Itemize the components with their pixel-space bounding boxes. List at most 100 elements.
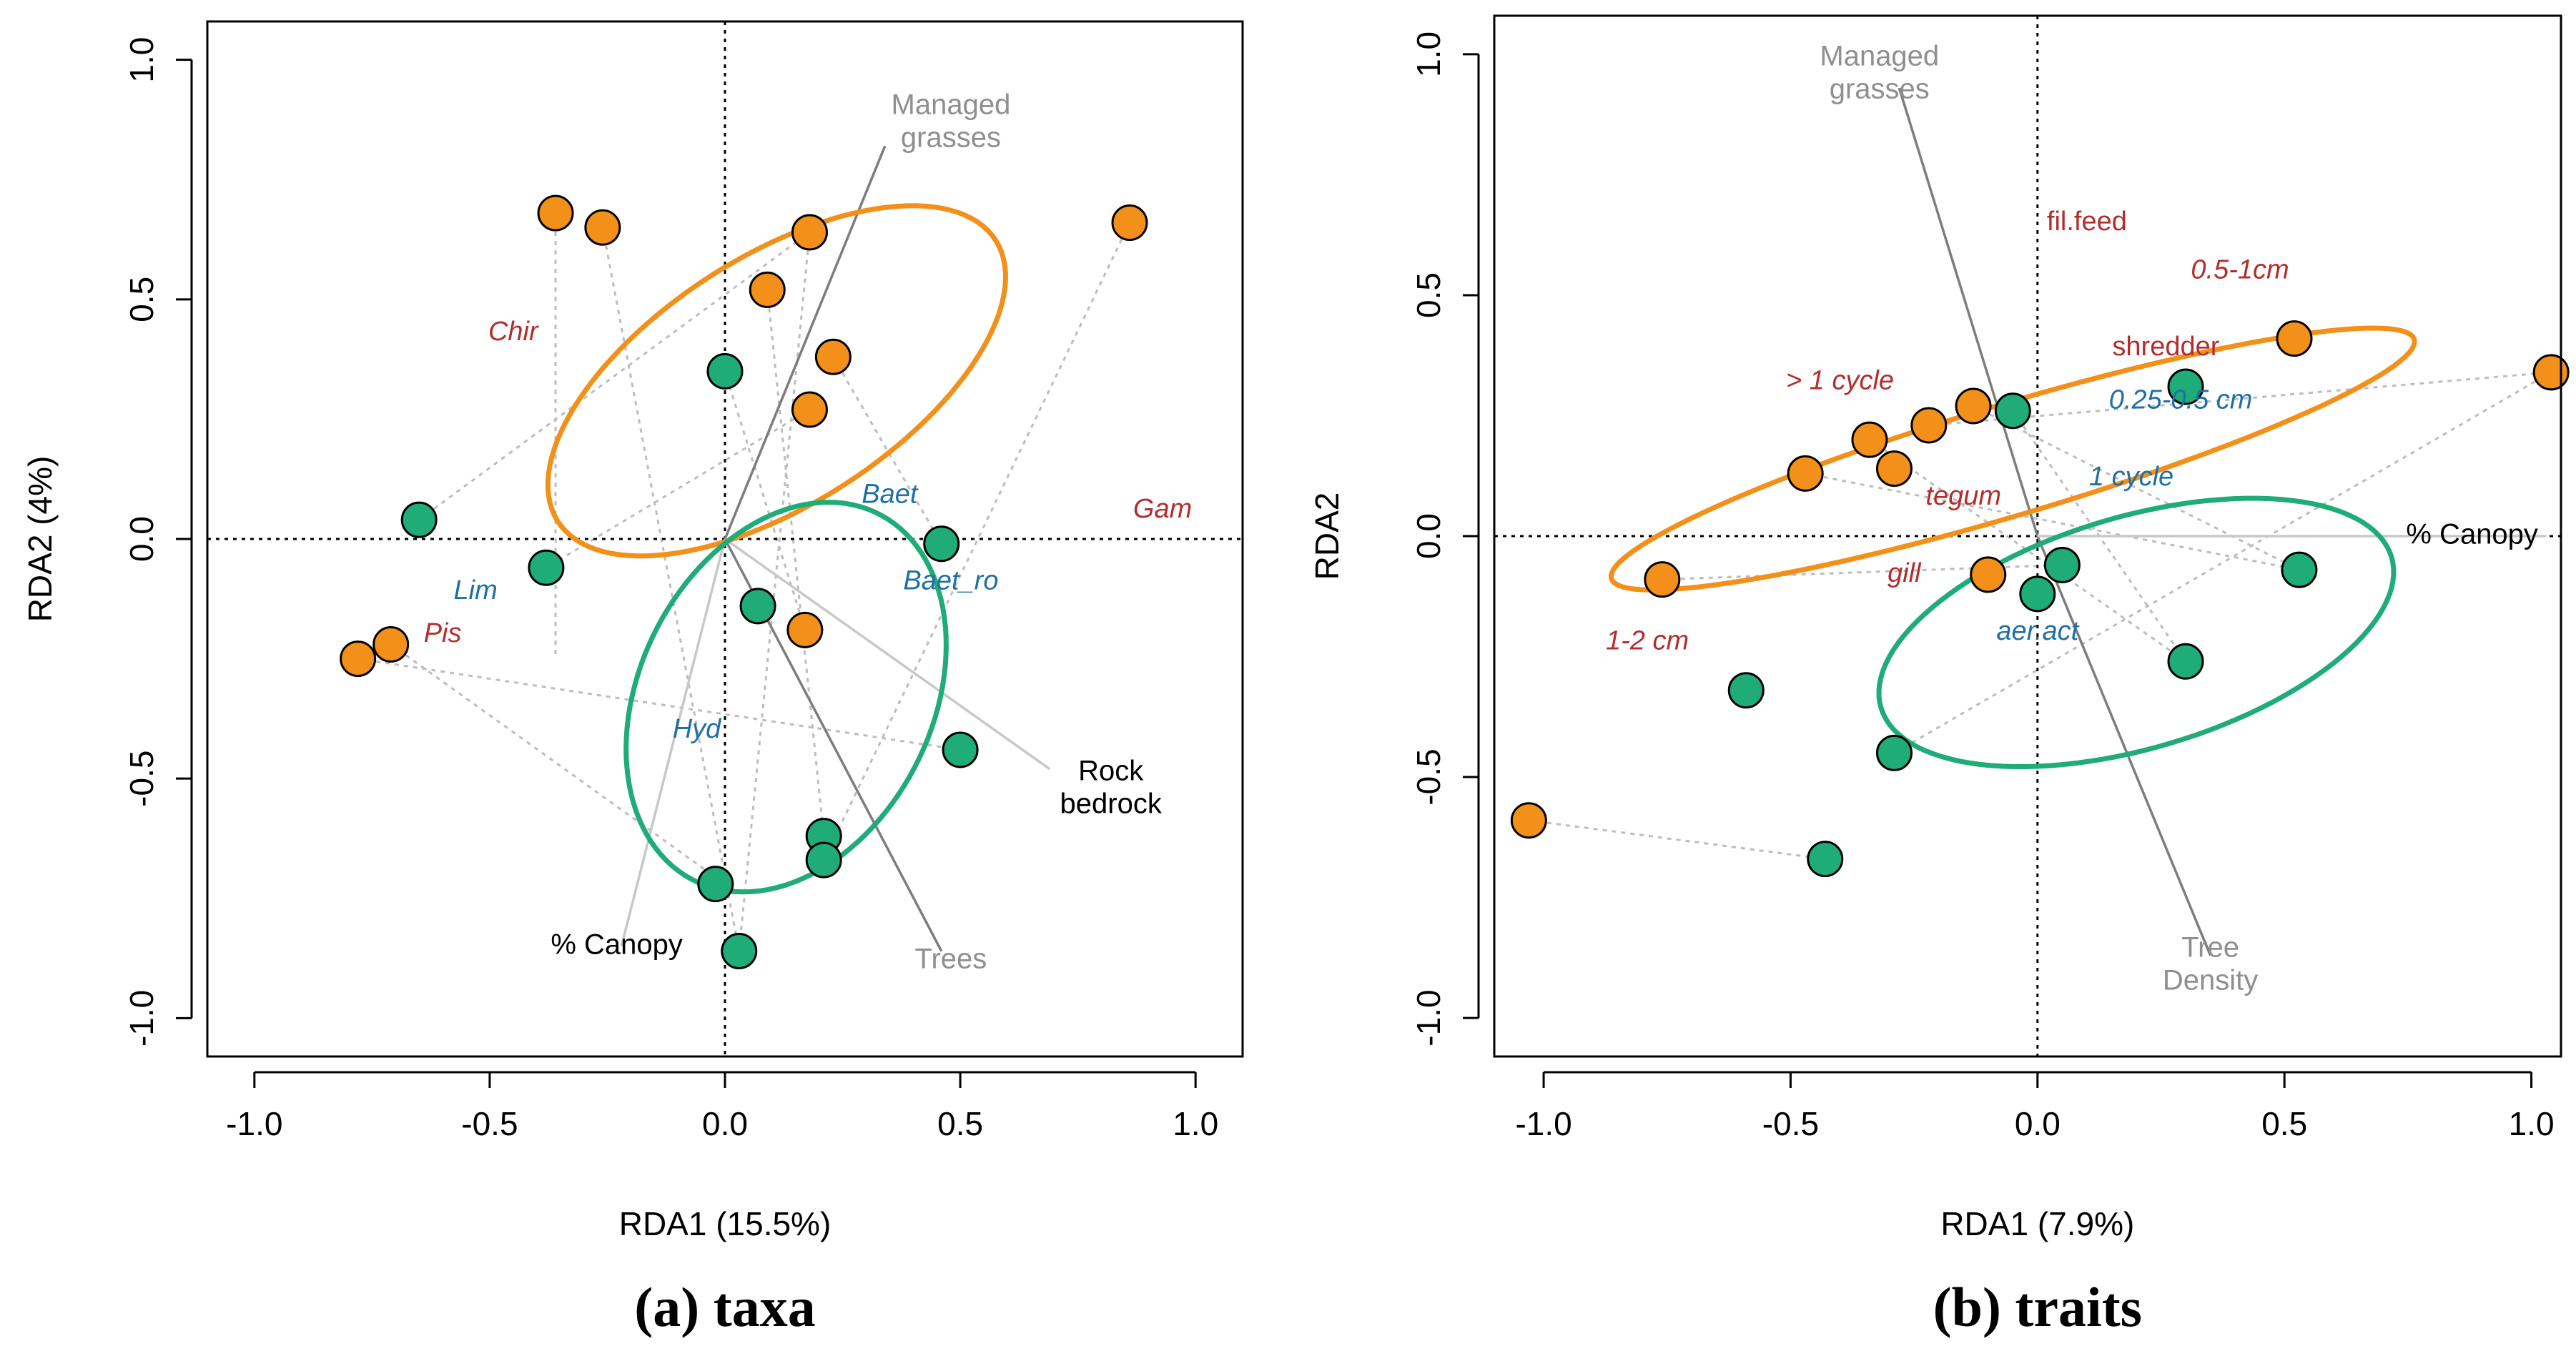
taxon-label: Chir bbox=[488, 317, 539, 347]
green-site-point bbox=[697, 866, 734, 903]
x-axis-title: RDA1 (15.5%) bbox=[619, 1205, 831, 1242]
vector-line bbox=[724, 538, 1051, 771]
panel-taxa: Managed grasses Trees % Canopy Rock bedrock Ch… bbox=[21, 20, 1244, 1338]
taxon-label: Gam bbox=[1133, 494, 1192, 524]
green-site-point bbox=[2167, 643, 2204, 680]
orange-site-point bbox=[1644, 561, 1681, 598]
orange-site-point bbox=[1787, 455, 1824, 492]
y-tick-label: -0.5 bbox=[1410, 748, 1447, 805]
green-site-point bbox=[721, 933, 758, 970]
trait-label: shredder bbox=[2112, 332, 2219, 362]
spider-line bbox=[1928, 371, 2552, 427]
vector-label: Trees bbox=[915, 943, 987, 974]
orange-site-point bbox=[1876, 450, 1913, 488]
trait-label: 0.25-0.5 cm bbox=[2109, 385, 2253, 415]
spider-line bbox=[390, 643, 726, 885]
spider-line bbox=[822, 222, 1131, 861]
vector-label-line: bedrock bbox=[1060, 788, 1163, 819]
spider-line bbox=[1893, 371, 2552, 754]
y-tick-label: 0.0 bbox=[123, 516, 160, 562]
trait-label: 0.5-1cm bbox=[2191, 254, 2289, 284]
y-tick-label: 0.5 bbox=[123, 277, 160, 322]
vector-label: Managed grasses bbox=[892, 89, 1011, 153]
green-site-point bbox=[805, 841, 842, 879]
x-tick-label: -0.5 bbox=[461, 1105, 518, 1142]
spider-line bbox=[357, 658, 961, 751]
y-tick-label: -1.0 bbox=[1410, 989, 1447, 1046]
trait-label: aer.act bbox=[1996, 616, 2079, 646]
spider-line bbox=[418, 231, 811, 521]
orange-site-point bbox=[372, 625, 410, 663]
green-site-point bbox=[923, 525, 960, 563]
green-site-point bbox=[706, 352, 744, 390]
spider-line bbox=[1662, 563, 2063, 581]
vector-label: Managed grasses bbox=[1820, 41, 1939, 105]
vector-label-line: Managed bbox=[892, 89, 1011, 120]
y-tick-label: -0.5 bbox=[123, 751, 160, 807]
taxon-label: Lim bbox=[454, 575, 498, 605]
x-axis-title: RDA1 (7.9%) bbox=[1940, 1205, 2134, 1242]
green-site-point bbox=[528, 549, 565, 586]
green-site-point bbox=[1994, 392, 2031, 430]
orange-site-point bbox=[2532, 354, 2570, 391]
spider-line bbox=[601, 227, 741, 951]
orange-site-point bbox=[1970, 556, 2007, 593]
vector-line bbox=[1898, 87, 2039, 537]
green-group-ellipse bbox=[1876, 495, 2397, 769]
y-tick-label: 1.0 bbox=[1410, 31, 1447, 77]
y-tick-label: -1.0 bbox=[123, 990, 160, 1046]
vector-line bbox=[724, 145, 887, 540]
green-site-point bbox=[942, 731, 979, 768]
vector-label-line: grasses bbox=[1830, 74, 1930, 105]
orange-site-point bbox=[537, 194, 574, 232]
green-site-point bbox=[1727, 672, 1765, 709]
green-site-point bbox=[2019, 575, 2056, 613]
vector-label-line: grasses bbox=[901, 122, 1001, 153]
x-tick-label: 0.5 bbox=[2261, 1105, 2307, 1142]
vector-label-line: Managed bbox=[1820, 41, 1939, 72]
orange-site-point bbox=[1910, 407, 1948, 444]
y-tick-label: 0.5 bbox=[1410, 272, 1447, 318]
vector-label: % Canopy bbox=[551, 929, 683, 960]
green-site-point bbox=[1807, 841, 1844, 878]
orange-group-ellipse bbox=[1608, 325, 2417, 593]
orange-site-point bbox=[1955, 387, 1992, 425]
vector-label-line: Rock bbox=[1078, 755, 1144, 786]
green-site-point bbox=[739, 588, 776, 625]
trait-label: 1-2 cm bbox=[1606, 625, 1689, 655]
y-axis-title: RDA2 bbox=[1308, 493, 1346, 580]
taxon-label: Baet bbox=[862, 480, 919, 510]
trait-label: fil.feed bbox=[2047, 207, 2127, 237]
x-tick-label: 1.0 bbox=[2509, 1105, 2555, 1142]
vector-label: % Canopy bbox=[2406, 519, 2538, 550]
x-tick-label: 0.0 bbox=[702, 1105, 748, 1142]
vector-line bbox=[620, 538, 726, 947]
orange-site-point bbox=[791, 391, 828, 428]
panel-traits: Managed grasses Tree Density % Canopy fil.fee… bbox=[1308, 14, 2570, 1338]
panel-caption: (b) traits bbox=[1933, 1276, 2142, 1338]
vector-label-line: Density bbox=[2163, 965, 2258, 996]
green-group-ellipse bbox=[623, 500, 949, 895]
spider-line bbox=[724, 370, 806, 630]
green-site-point bbox=[1876, 734, 1913, 771]
y-axis-title: RDA2 (4%) bbox=[21, 456, 59, 623]
y-tick-label: 0.0 bbox=[1410, 513, 1447, 559]
orange-site-point bbox=[1851, 421, 1888, 458]
y-tick-label: 1.0 bbox=[123, 37, 160, 83]
orange-site-point bbox=[791, 214, 828, 251]
trait-label: 1 cycle bbox=[2089, 462, 2173, 492]
plot-frame bbox=[1493, 14, 2562, 1058]
spider-line bbox=[1805, 472, 2300, 571]
plot-frame bbox=[206, 20, 1244, 1058]
orange-site-point bbox=[814, 338, 852, 375]
taxon-label: Hyd bbox=[673, 714, 722, 744]
vector-label-line: Tree bbox=[2181, 932, 2239, 964]
vector-line bbox=[2036, 535, 2212, 956]
x-tick-label: 0.5 bbox=[937, 1105, 983, 1142]
green-site-point bbox=[400, 501, 438, 538]
x-tick-label: -1.0 bbox=[226, 1105, 282, 1142]
orange-site-point bbox=[2276, 320, 2313, 357]
taxon-label: Baet_ro bbox=[903, 565, 998, 595]
trait-label: tegum bbox=[1925, 481, 2001, 511]
green-site-point bbox=[2281, 551, 2318, 588]
